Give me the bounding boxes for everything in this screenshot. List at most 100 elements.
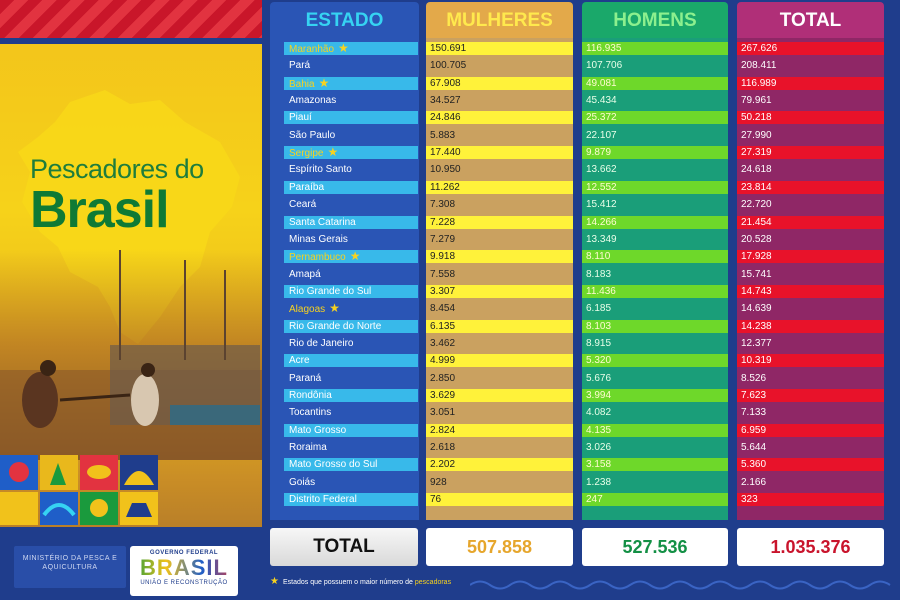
row-mulheres-value: 3.629 <box>430 390 456 401</box>
row-mulheres: 3.051 <box>426 406 573 419</box>
row-total: 14.639 <box>737 302 884 315</box>
row-mulheres: 7.558 <box>426 268 573 281</box>
row-homens-value: 15.412 <box>586 199 617 210</box>
row-homens-value: 3.158 <box>586 459 612 470</box>
row-total-value: 208.411 <box>741 60 777 71</box>
row-mulheres: 3.629 <box>426 389 573 402</box>
row-homens-value: 116.935 <box>586 43 622 54</box>
row-mulheres: 17.440 <box>426 146 573 159</box>
row-total-value: 6.959 <box>741 425 767 436</box>
row-mulheres-value: 24.846 <box>430 112 461 123</box>
row-homens: 8.183 <box>582 268 728 281</box>
row-total-value: 27.319 <box>741 147 772 158</box>
row-estado-value: Roraima <box>289 442 327 453</box>
row-total: 15.741 <box>737 268 884 281</box>
row-mulheres: 34.527 <box>426 94 573 107</box>
row-homens: 5.676 <box>582 372 728 385</box>
row-mulheres: 7.308 <box>426 198 573 211</box>
row-total-value: 116.989 <box>741 78 777 89</box>
row-mulheres-value: 7.228 <box>430 217 456 228</box>
row-estado-value: Rio Grande do Sul <box>289 286 372 297</box>
row-estado: Amazonas <box>284 94 418 107</box>
row-homens-value: 247 <box>586 494 603 505</box>
row-total: 10.319 <box>737 354 884 367</box>
row-total-value: 5.644 <box>741 442 767 453</box>
row-estado-value: Paraná <box>289 373 322 384</box>
row-estado: Distrito Federal <box>284 493 418 506</box>
row-estado-value: Sergipe <box>289 148 324 159</box>
gov-brand-text: BRASIL <box>130 556 238 580</box>
row-mulheres-value: 11.262 <box>430 182 460 193</box>
row-homens-value: 6.185 <box>586 303 612 314</box>
row-estado: Amapá <box>284 268 418 281</box>
star-icon: ★ <box>318 76 330 90</box>
row-estado: Maranhão ★ <box>284 42 418 55</box>
row-total-value: 15.741 <box>741 269 772 280</box>
row-estado: Paraíba <box>284 181 418 194</box>
gov-sub-text: UNIÃO E RECONSTRUÇÃO <box>140 580 228 586</box>
row-total-value: 8.526 <box>741 373 767 384</box>
row-total-value: 2.166 <box>741 477 767 488</box>
row-estado: Paraná <box>284 372 418 385</box>
row-estado-value: Tocantins <box>289 407 332 418</box>
row-mulheres: 76 <box>426 493 573 506</box>
row-estado-value: São Paulo <box>289 130 336 141</box>
row-mulheres: 11.262 <box>426 181 573 194</box>
row-homens-value: 3.994 <box>586 390 612 401</box>
row-estado-value: Pará <box>289 60 311 71</box>
row-mulheres: 7.228 <box>426 216 573 229</box>
row-homens: 13.662 <box>582 163 728 176</box>
row-homens: 5.320 <box>582 354 728 367</box>
row-mulheres-value: 7.279 <box>430 234 456 245</box>
row-mulheres-value: 3.462 <box>430 338 456 349</box>
row-estado-value: Mato Grosso do Sul <box>289 459 378 470</box>
row-homens: 11.436 <box>582 285 728 298</box>
row-estado: São Paulo <box>284 129 418 142</box>
row-estado: Mato Grosso do Sul <box>284 458 418 471</box>
row-total: 79.961 <box>737 94 884 107</box>
row-homens: 3.158 <box>582 458 728 471</box>
row-mulheres: 8.454 <box>426 302 573 315</box>
row-estado-value: Minas Gerais <box>289 234 348 245</box>
row-mulheres-value: 10.950 <box>430 164 461 175</box>
footnote-text: Estados que possuem o maior número de <box>282 579 413 586</box>
row-total-value: 14.238 <box>741 321 772 332</box>
row-total: 267.626 <box>737 42 884 55</box>
row-homens-value: 11.436 <box>586 286 616 297</box>
row-estado: Piauí <box>284 111 418 124</box>
row-mulheres-value: 4.999 <box>430 355 456 366</box>
row-homens: 8.915 <box>582 337 728 350</box>
row-mulheres-value: 34.527 <box>430 95 461 106</box>
row-total: 14.238 <box>737 320 884 333</box>
star-icon: ★ <box>270 576 279 587</box>
row-estado: Rondônia <box>284 389 418 402</box>
row-mulheres-value: 2.202 <box>430 459 456 470</box>
row-mulheres-value: 2.618 <box>430 442 456 453</box>
row-total-value: 10.319 <box>741 355 772 366</box>
row-estado-value: Paraíba <box>289 182 325 193</box>
footnote: ★ Estados que possuem o maior número de p… <box>270 576 451 587</box>
row-homens: 49.081 <box>582 77 728 90</box>
row-total-value: 23.814 <box>741 182 772 193</box>
row-homens-value: 1.238 <box>586 477 612 488</box>
row-homens-value: 8.915 <box>586 338 612 349</box>
total-mulheres: 507.858 <box>426 528 573 566</box>
row-total-value: 267.626 <box>741 43 778 54</box>
row-mulheres-value: 7.558 <box>430 269 456 280</box>
row-total-value: 27.990 <box>741 130 772 141</box>
row-mulheres-value: 9.918 <box>430 251 456 262</box>
row-mulheres: 3.307 <box>426 285 573 298</box>
row-estado: Tocantins <box>284 406 418 419</box>
row-homens-value: 3.026 <box>586 442 612 453</box>
row-homens-value: 5.676 <box>586 373 612 384</box>
row-mulheres-value: 928 <box>430 477 447 488</box>
row-estado: Goiás <box>284 476 418 489</box>
row-mulheres-value: 8.454 <box>430 303 456 314</box>
row-estado-value: Amazonas <box>289 95 337 106</box>
row-homens-value: 4.082 <box>586 407 612 418</box>
row-homens-value: 13.662 <box>586 164 617 175</box>
row-total-value: 14.743 <box>741 286 772 297</box>
row-estado: Bahia ★ <box>284 77 418 90</box>
row-estado-value: Ceará <box>289 199 317 210</box>
row-estado-value: Bahia <box>289 79 315 90</box>
